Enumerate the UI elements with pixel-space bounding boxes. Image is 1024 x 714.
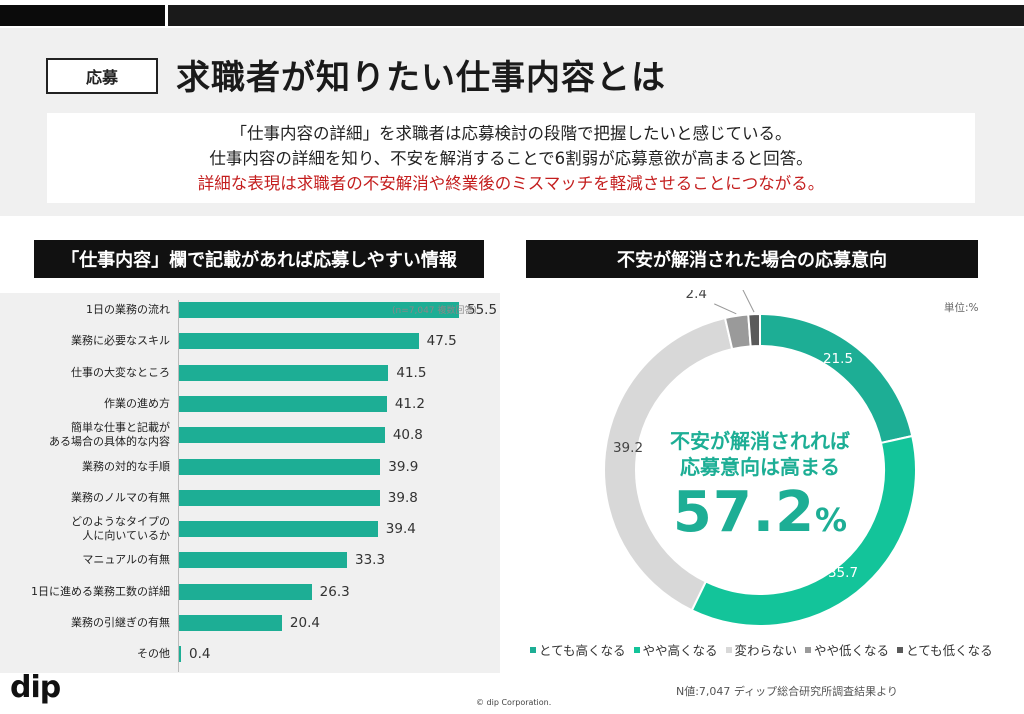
donut-leader-line — [714, 303, 737, 315]
bar-category-label: 業務に必要なスキル — [71, 334, 170, 348]
donut-center-number: 57.2 — [672, 480, 816, 545]
legend-swatch — [805, 646, 812, 653]
bar-category-label: 業務の対的な手順 — [82, 459, 170, 473]
bar-category-label: 簡単な仕事と記載が ある場合の具体的な内容 — [49, 421, 170, 449]
donut-chart: 21.535.739.22.41.2 — [603, 290, 917, 627]
donut-center-text: 不安が解消されれば 応募意向は高まる — [640, 428, 880, 480]
legend-item: とても高くなる — [530, 640, 626, 659]
donut-value-label: 35.7 — [828, 565, 858, 581]
legend-swatch — [633, 646, 640, 653]
donut-slice — [759, 312, 914, 445]
legend-swatch — [530, 646, 536, 653]
donut-value-label: 39.2 — [613, 440, 643, 456]
legend-item: やや低くなる — [805, 640, 889, 659]
category-tag: 応募 — [46, 58, 158, 94]
bar-value-label: 39.4 — [385, 521, 416, 538]
bar-category-label: 業務の引継ぎの有無 — [71, 616, 170, 629]
bar-value-label: 41.2 — [394, 395, 425, 412]
donut-center-value: 57.2% — [640, 480, 880, 545]
legend-item: 変わらない — [725, 640, 798, 659]
top-bar-left-block — [0, 5, 165, 26]
legend-swatch — [725, 646, 732, 653]
bar — [179, 615, 282, 631]
bar-value-label: 40.8 — [392, 427, 423, 444]
summary-box: 「仕事内容の詳細」を求職者は応募検討の段階で把握したいと感じている。 仕事内容の… — [47, 113, 975, 203]
bar-value-label: 55.5 — [467, 302, 498, 318]
donut-center-line-2: 応募意向は高まる — [680, 455, 840, 479]
legend-item: やや高くなる — [633, 640, 718, 659]
donut-center-unit: % — [815, 501, 848, 539]
bar-chart-note: (n=7,047 複数回答) — [392, 306, 477, 316]
legend-label: やや低くなる — [814, 643, 890, 658]
copyright: © dip Corporation. — [476, 698, 552, 707]
bar-value-label: 20.4 — [289, 615, 320, 631]
top-bar — [0, 0, 1024, 28]
donut-legend: とても高くなる やや高くなる 変わらない やや低くなる とても低くなる — [530, 640, 993, 659]
donut-value-label: 21.5 — [823, 351, 853, 367]
bar-value-label: 0.4 — [189, 646, 211, 663]
bar-category-label: 作業の進め方 — [104, 396, 170, 410]
bar-category-label: マニュアルの有無 — [82, 553, 170, 567]
bar-category-label: 1日に進める業務工数の詳細 — [31, 584, 170, 598]
legend-label: とても低くなる — [906, 643, 993, 658]
bar-chart-title: 「仕事内容」欄で記載があれば応募しやすい情報 — [34, 240, 484, 278]
top-bar-right-block — [168, 5, 1024, 26]
page-title: 求職者が知りたい仕事内容とは — [176, 58, 666, 98]
bar-value-label: 39.8 — [387, 489, 418, 506]
legend-item: とても低くなる — [897, 640, 993, 659]
bar-value-label: 41.5 — [396, 364, 427, 381]
bar-value-label: 33.3 — [355, 552, 386, 569]
bar — [179, 395, 387, 412]
bar-chart-axis — [178, 300, 179, 672]
bar — [179, 646, 182, 663]
donut-slice — [747, 312, 761, 348]
donut-center-line-1: 不安が解消されれば — [670, 429, 850, 453]
bar-row: 簡単な仕事と記載が ある場合の具体的な内容 40.8 — [0, 419, 500, 451]
donut-leader-line — [742, 290, 755, 313]
summary-line-red: 詳細な表現は求職者の不安解消や終業後のミスマッチを軽減させることにつながる。 — [197, 174, 825, 193]
bar-value-label: 26.3 — [319, 583, 350, 600]
bar-chart-area — [0, 293, 500, 673]
dip-logo: dip — [10, 670, 61, 705]
bar-row: 業務の対的な手順 39.9 — [0, 451, 500, 483]
summary-line-2: 仕事内容の詳細を知り、不安を解消することで6割弱が応募意欲が高まると回答。 — [209, 149, 813, 168]
donut-value-label: 2.4 — [686, 290, 707, 302]
bar — [179, 521, 378, 538]
legend-label: やや高くなる — [642, 643, 718, 658]
bar-category-label: その他 — [137, 647, 170, 661]
bar-row: 作業の進め方 41.2 — [0, 388, 500, 420]
bar — [179, 552, 347, 569]
bar-row: 1日に進める業務工数の詳細 26.3 — [0, 576, 500, 608]
bar — [179, 427, 385, 444]
legend-label: 変わらない — [734, 643, 798, 658]
bar-row: 仕事の大変なところ 41.5 — [0, 357, 500, 389]
bar-row: 業務の引継ぎの有無 20.4 — [0, 607, 500, 639]
footnote: N値:7,047 ディップ総合研究所調査結果より — [676, 685, 898, 698]
bar-category-label: 1日の業務の流れ — [86, 303, 170, 316]
donut-chart-title: 不安が解消された場合の応募意向 — [526, 240, 978, 278]
bar — [179, 583, 312, 600]
bar-row: どのようなタイプの 人に向いているか 39.4 — [0, 513, 500, 545]
bar-row: その他 0.4 — [0, 638, 500, 670]
legend-label: とても高くなる — [539, 643, 626, 658]
unit-label: 単位:% — [944, 302, 979, 314]
bar — [179, 302, 459, 318]
bar-value-label: 47.5 — [426, 333, 457, 350]
bar-value-label: 39.9 — [388, 458, 419, 475]
bar-row: 1日の業務の流れ 55.5 — [0, 294, 500, 326]
bar-category-label: どのようなタイプの 人に向いているか — [71, 515, 170, 543]
bar-row: マニュアルの有無 33.3 — [0, 544, 500, 576]
bar — [179, 458, 381, 475]
bar — [179, 364, 389, 381]
bar — [179, 489, 380, 506]
legend-swatch — [897, 646, 904, 653]
bar-category-label: 仕事の大変なところ — [71, 365, 170, 379]
bar-row: 業務のノルマの有無 39.8 — [0, 482, 500, 514]
bar-row: 業務に必要なスキル 47.5 — [0, 325, 500, 357]
summary-line-1: 「仕事内容の詳細」を求職者は応募検討の段階で把握したいと感じている。 — [230, 124, 792, 143]
bar-category-label: 業務のノルマの有無 — [71, 490, 170, 504]
bar — [179, 333, 419, 350]
